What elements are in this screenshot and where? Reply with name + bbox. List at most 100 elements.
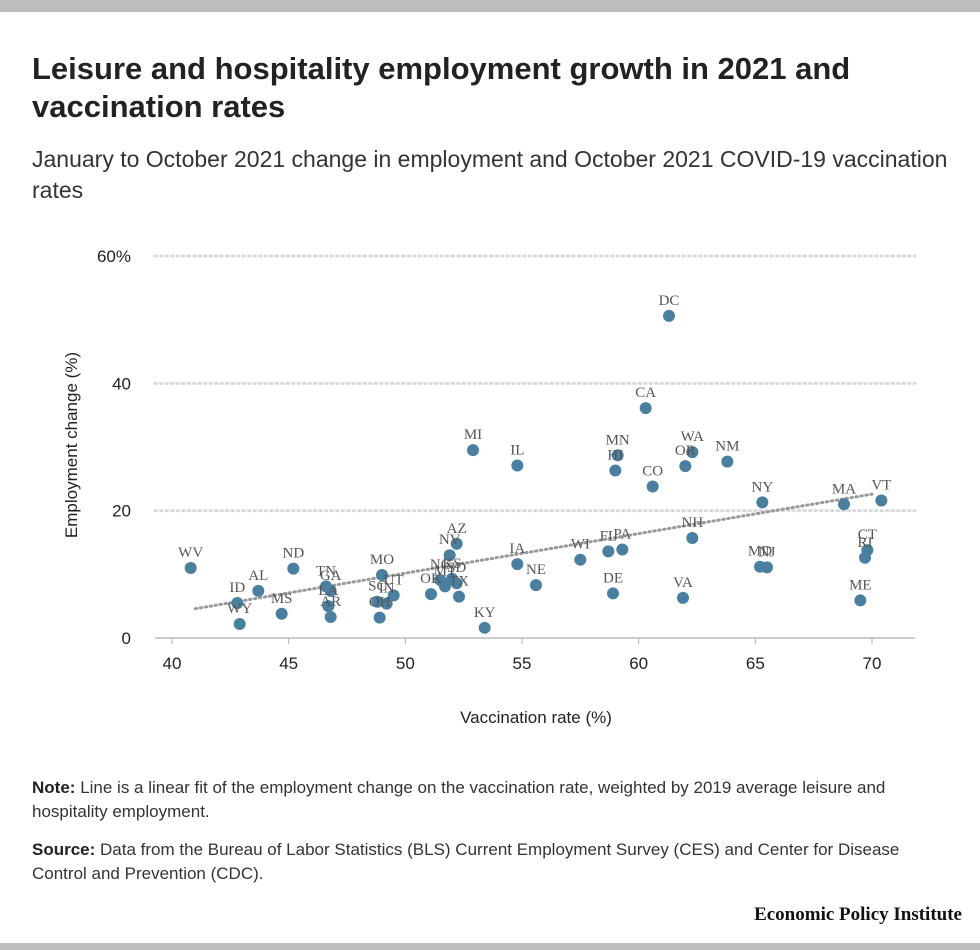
data-point bbox=[387, 589, 400, 602]
data-point bbox=[854, 594, 867, 607]
data-point bbox=[231, 596, 244, 609]
point-label: ID bbox=[229, 580, 245, 596]
point-label: NE bbox=[526, 562, 546, 578]
data-point bbox=[602, 545, 615, 558]
data-point bbox=[373, 611, 386, 624]
y-tick-label: 40 bbox=[112, 374, 131, 393]
data-point bbox=[467, 444, 479, 457]
data-point bbox=[287, 562, 300, 575]
point-label: CT bbox=[858, 527, 877, 543]
point-label: ME bbox=[849, 577, 872, 593]
chart-title: Leisure and hospitality employment growt… bbox=[32, 51, 851, 124]
point-label: MS bbox=[271, 591, 293, 607]
data-point bbox=[453, 590, 465, 603]
point-label: NV bbox=[439, 532, 461, 548]
data-point bbox=[443, 549, 456, 562]
data-point bbox=[611, 449, 624, 462]
data-point bbox=[616, 543, 629, 556]
data-point bbox=[861, 544, 874, 557]
point-label: OH bbox=[369, 595, 391, 611]
data-point bbox=[607, 587, 619, 600]
point-label: MI bbox=[464, 427, 482, 443]
data-point bbox=[686, 446, 699, 459]
chart-subtitle: January to October 2021 change in employ… bbox=[32, 146, 948, 203]
bottom-border bbox=[0, 943, 980, 950]
data-point bbox=[838, 498, 850, 511]
data-point bbox=[478, 621, 491, 634]
data-point bbox=[252, 584, 265, 597]
publisher-logo: Economic Policy Institute bbox=[754, 904, 962, 925]
data-point bbox=[574, 553, 587, 566]
point-label: WV bbox=[178, 545, 203, 561]
x-tick-label: 70 bbox=[863, 654, 882, 673]
top-border bbox=[0, 0, 980, 12]
point-label: NC bbox=[430, 557, 451, 573]
data-point bbox=[184, 561, 197, 574]
note-text: Line is a linear fit of the employment c… bbox=[32, 778, 886, 821]
x-tick-label: 40 bbox=[163, 654, 182, 673]
data-point bbox=[511, 459, 524, 472]
point-label: IL bbox=[510, 442, 524, 458]
chart-source: Source: Data from the Bureau of Labor St… bbox=[32, 838, 947, 886]
point-label: NJ bbox=[759, 544, 776, 560]
point-label: TN bbox=[316, 563, 336, 579]
point-label: DE bbox=[603, 570, 623, 586]
point-label: ND bbox=[282, 546, 304, 562]
x-tick-label: 65 bbox=[746, 654, 765, 673]
point-label: MT bbox=[434, 563, 457, 579]
point-label: SD bbox=[447, 560, 466, 576]
x-tick-label: 55 bbox=[513, 654, 532, 673]
point-label: KS bbox=[442, 556, 461, 572]
data-point bbox=[322, 600, 335, 613]
source-text: Data from the Bureau of Labor Statistics… bbox=[32, 840, 900, 883]
data-point bbox=[686, 532, 699, 545]
data-point bbox=[324, 610, 337, 623]
data-point bbox=[511, 558, 524, 571]
data-point bbox=[439, 580, 451, 593]
trend-layer bbox=[193, 492, 874, 611]
point-label: NM bbox=[715, 439, 739, 455]
point-label: AL bbox=[248, 568, 268, 584]
trend-line bbox=[193, 492, 874, 611]
point-label: LA bbox=[318, 583, 338, 599]
data-point bbox=[450, 577, 463, 590]
point-label: WA bbox=[681, 429, 704, 445]
data-point bbox=[450, 537, 463, 550]
x-tick-label: 50 bbox=[396, 654, 415, 673]
y-tick-label: 60% bbox=[97, 247, 131, 266]
point-label: VA bbox=[673, 575, 693, 591]
grid-layer bbox=[153, 254, 917, 513]
point-label: PA bbox=[613, 527, 631, 543]
data-point bbox=[677, 591, 689, 604]
point-label: MN bbox=[606, 432, 630, 448]
point-label: NH bbox=[681, 515, 703, 531]
point-label: AZ bbox=[447, 521, 467, 537]
point-label: MO bbox=[370, 552, 394, 568]
point-label: OR bbox=[675, 443, 696, 459]
point-label: CA bbox=[635, 385, 656, 401]
point-label: MA bbox=[832, 481, 856, 497]
point-label: VT bbox=[871, 477, 891, 493]
chart-note: Note: Line is a linear fit of the employ… bbox=[32, 776, 947, 824]
point-label: OK bbox=[420, 571, 442, 587]
source-label: Source: bbox=[32, 840, 96, 859]
point-label: CO bbox=[642, 463, 663, 479]
data-point bbox=[530, 579, 542, 592]
point-label: UT bbox=[384, 572, 404, 588]
point-label: AR bbox=[320, 594, 341, 610]
point-label: IA bbox=[509, 541, 525, 557]
x-tick-label: 60 bbox=[629, 654, 648, 673]
data-point bbox=[233, 617, 246, 630]
data-point bbox=[425, 588, 437, 601]
data-point bbox=[380, 597, 393, 610]
point-label: FL bbox=[600, 528, 618, 544]
data-point bbox=[721, 455, 734, 468]
data-point bbox=[761, 561, 773, 574]
data-point bbox=[646, 480, 659, 493]
data-point bbox=[663, 309, 675, 322]
x-axis-title: Vaccination rate (%) bbox=[460, 708, 612, 727]
note-label: Note: bbox=[32, 778, 76, 797]
point-label: DC bbox=[659, 293, 680, 309]
